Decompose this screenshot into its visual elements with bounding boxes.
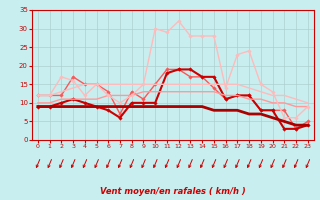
Text: Vent moyen/en rafales ( km/h ): Vent moyen/en rafales ( km/h ) <box>100 187 246 196</box>
